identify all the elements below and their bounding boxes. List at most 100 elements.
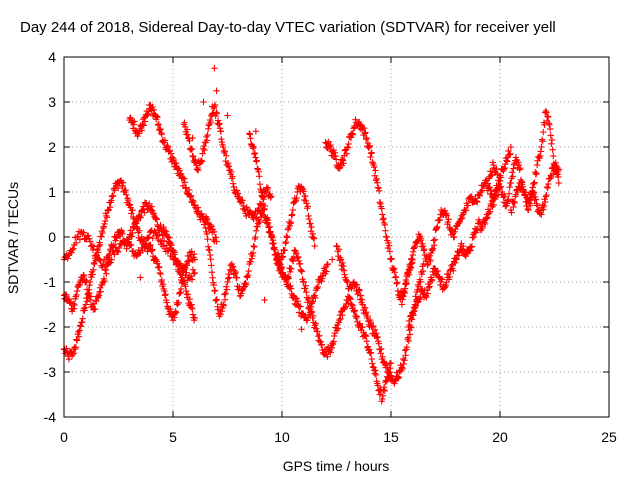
data-point-track-e <box>188 145 196 153</box>
data-point-track-m <box>494 170 502 178</box>
data-point-track-l <box>469 234 476 241</box>
data-point-track-a <box>172 308 179 315</box>
data-point-track-f <box>203 230 211 238</box>
data-point-track-f <box>305 215 313 223</box>
data-point-track-d <box>157 126 164 133</box>
data-point-track-e <box>211 101 219 109</box>
data-point-track-g <box>260 195 267 203</box>
data-point-track-e <box>199 150 206 157</box>
data-point-track-d <box>154 121 162 129</box>
data-point-track-j <box>375 340 383 347</box>
data-point-track-i <box>345 140 352 148</box>
data-point-track-n <box>542 193 549 200</box>
chart-title: Day 244 of 2018, Sidereal Day-to-day VTE… <box>20 19 556 36</box>
data-point-track-g <box>314 283 322 290</box>
data-point-track-a <box>76 322 84 329</box>
data-point-track-j <box>371 326 379 334</box>
data-point-track-h <box>284 274 291 281</box>
data-point-track-n <box>530 189 538 196</box>
data-point-track-h <box>351 307 359 314</box>
data-point-track-h <box>376 391 383 398</box>
data-point-track-n <box>543 183 551 191</box>
data-point-outliers <box>252 128 260 135</box>
data-point-track-m <box>548 136 556 144</box>
data-point-track-a <box>69 350 76 358</box>
data-point-track-f <box>252 233 259 241</box>
data-point-track-d <box>144 111 151 119</box>
data-point-track-k <box>411 244 418 251</box>
data-point-track-i <box>386 248 393 255</box>
data-point-track-f <box>251 243 258 251</box>
x-tick-label: 0 <box>60 429 68 445</box>
data-point-track-l <box>484 214 491 221</box>
data-point-track-d <box>170 155 177 163</box>
data-point-track-d <box>212 234 220 241</box>
data-point-track-h <box>285 275 293 282</box>
data-point-track-c <box>141 243 148 250</box>
data-point-track-e <box>183 126 191 133</box>
data-point-track-h <box>305 295 312 302</box>
data-point-track-m <box>555 179 563 187</box>
data-point-track-h <box>307 303 314 311</box>
data-point-track-c <box>114 248 122 256</box>
data-point-track-j <box>373 330 380 337</box>
data-point-track-g <box>252 154 259 161</box>
data-point-track-f <box>247 258 254 265</box>
data-point-track-i <box>390 266 397 273</box>
data-point-track-h <box>383 377 390 385</box>
data-point-track-n <box>555 166 563 173</box>
data-point-track-c <box>160 237 168 245</box>
data-point-track-h <box>362 331 369 339</box>
data-point-track-e <box>233 187 241 194</box>
data-point-track-c <box>189 266 197 273</box>
data-point-track-a <box>110 192 117 200</box>
data-point-track-m <box>549 146 556 153</box>
data-point-track-k <box>398 301 406 308</box>
data-point-track-c <box>61 254 69 261</box>
data-point-track-i <box>343 150 350 157</box>
data-point-track-a <box>169 317 177 324</box>
data-point-track-l <box>424 290 431 297</box>
data-point-track-m <box>503 200 511 207</box>
data-point-track-h <box>363 338 370 345</box>
data-point-track-n <box>531 196 538 204</box>
data-point-track-e <box>193 166 201 173</box>
data-point-track-f <box>289 206 297 214</box>
data-point-track-h <box>347 296 354 303</box>
data-point-track-j <box>418 271 426 278</box>
data-point-track-d <box>181 175 188 182</box>
data-point-track-n <box>511 199 518 207</box>
data-point-track-e <box>213 109 220 116</box>
data-point-track-l <box>453 256 460 263</box>
data-point-track-f <box>302 192 309 200</box>
data-point-track-l <box>463 250 470 258</box>
data-point-track-g <box>266 223 274 231</box>
data-point-track-i <box>362 135 370 143</box>
data-point-track-c <box>168 246 175 254</box>
data-point-track-a <box>101 220 108 228</box>
data-point-track-h <box>367 349 375 356</box>
data-point-track-b <box>166 234 173 242</box>
data-point-track-k <box>445 216 452 223</box>
data-point-track-l <box>486 208 494 215</box>
data-point-track-d <box>199 214 206 221</box>
data-point-track-a <box>162 291 169 298</box>
data-point-track-f <box>207 255 214 263</box>
data-point-track-h <box>379 392 387 400</box>
data-point-track-e <box>225 163 232 170</box>
data-point-track-d <box>181 179 189 186</box>
y-tick-label: -3 <box>44 364 57 380</box>
plot-frame <box>63 56 610 418</box>
data-point-track-l <box>434 267 441 275</box>
data-point-track-a <box>136 227 143 234</box>
data-point-track-a <box>177 285 185 293</box>
data-point-track-a <box>123 191 130 198</box>
data-point-track-e <box>228 168 235 176</box>
data-point-track-n <box>540 202 548 210</box>
data-point-track-n <box>548 173 555 181</box>
data-point-track-a <box>176 290 183 297</box>
data-point-track-b <box>97 288 104 295</box>
data-point-track-k <box>484 180 492 187</box>
data-point-track-d <box>169 154 176 161</box>
data-point-track-f <box>208 262 215 269</box>
